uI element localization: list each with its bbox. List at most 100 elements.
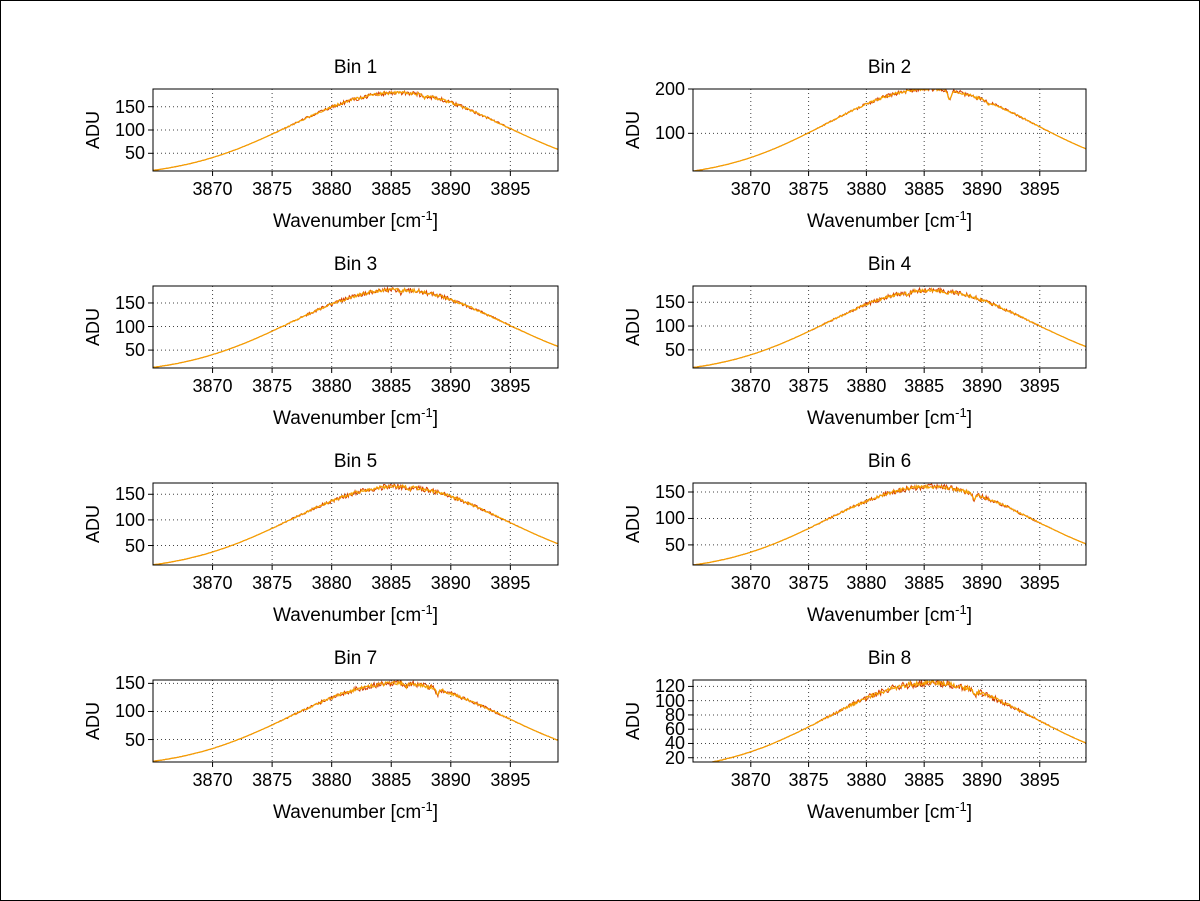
y-tick-label: 100	[114, 701, 145, 722]
axis-box	[692, 88, 1087, 172]
x-axis-label-close: ]	[966, 605, 972, 626]
x-tick-label: 3880	[311, 179, 352, 199]
y-tick-label: 200	[654, 79, 685, 99]
spectrum-curve	[153, 680, 558, 762]
axis-box	[692, 482, 1087, 566]
x-tick-label: 3875	[252, 376, 293, 396]
spectrum-curve-under	[709, 680, 1086, 762]
x-axis-label-exponent: -1	[955, 208, 967, 223]
subplot-title: Bin 8	[867, 648, 912, 669]
x-axis-label-close: ]	[966, 802, 972, 823]
y-tick-label: 50	[664, 534, 685, 555]
x-tick-label: 3875	[252, 573, 293, 593]
plot-area-bin-3	[148, 285, 559, 373]
x-tick-label: 3885	[371, 573, 412, 593]
x-tick-label: 3870	[192, 770, 233, 790]
axis-box	[152, 482, 559, 566]
x-axis-label-close: ]	[966, 408, 972, 429]
x-tick-label: 3870	[192, 179, 233, 199]
x-axis-label-exponent: -1	[421, 602, 433, 617]
plot-area-bin-1	[148, 88, 559, 176]
x-axis-label-exponent: -1	[421, 799, 433, 814]
x-axis-label-exponent: -1	[421, 405, 433, 420]
x-tick-label: 3885	[904, 770, 945, 790]
y-tick-label: 120	[654, 676, 685, 697]
y-tick-label: 50	[124, 729, 145, 750]
x-tick-label: 3895	[1019, 376, 1060, 396]
spectrum-curve	[153, 90, 558, 171]
x-axis-label-close: ]	[432, 605, 438, 626]
x-tick-label: 3890	[961, 376, 1002, 396]
x-tick-label: 3875	[252, 179, 293, 199]
x-axis-label-exponent: -1	[421, 208, 433, 223]
y-tick-label: 80	[664, 704, 685, 725]
x-tick-label: 3870	[730, 179, 771, 199]
y-tick-label: 150	[654, 481, 685, 502]
x-tick-label: 3875	[788, 179, 829, 199]
x-tick-label: 3890	[430, 770, 471, 790]
spectrum-curve	[693, 89, 1086, 171]
plot-area-bin-4	[688, 285, 1087, 373]
plot-area-bin-8	[688, 679, 1087, 767]
y-tick-label: 150	[114, 96, 145, 117]
x-tick-label: 3890	[961, 179, 1002, 199]
x-tick-label: 3885	[904, 573, 945, 593]
y-tick-label: 100	[654, 690, 685, 711]
axis-box	[152, 679, 559, 763]
x-tick-label: 3880	[311, 770, 352, 790]
spectrum-curve-under	[693, 483, 1086, 565]
x-axis-label: Wavenumber [cm-1]	[153, 208, 558, 237]
x-axis-label: Wavenumber [cm-1]	[693, 405, 1086, 434]
x-tick-label: 3870	[730, 376, 771, 396]
spectrum-curve-under	[153, 89, 558, 171]
y-tick-label: 50	[664, 339, 685, 360]
y-tick-label: 50	[124, 535, 145, 556]
y-tick-label: 150	[114, 292, 145, 313]
spectrum-curve	[693, 483, 1086, 565]
x-tick-label: 3875	[788, 770, 829, 790]
x-tick-label: 3880	[311, 573, 352, 593]
y-tick-label: 50	[124, 143, 145, 164]
spectrum-curve-under	[153, 680, 558, 762]
y-tick-label: 150	[114, 484, 145, 505]
x-tick-label: 3885	[371, 770, 412, 790]
x-tick-label: 3870	[192, 573, 233, 593]
axis-box	[692, 285, 1087, 369]
spectrum-curve	[708, 680, 1086, 762]
subplot-title: Bin 6	[867, 451, 912, 472]
x-tick-label: 3895	[490, 573, 531, 593]
x-tick-label: 3895	[1019, 179, 1060, 199]
x-tick-label: 3875	[788, 573, 829, 593]
x-tick-label: 3895	[1019, 770, 1060, 790]
x-tick-label: 3880	[311, 376, 352, 396]
spectrum-curve-under	[693, 286, 1086, 368]
spectrum-curve-under	[153, 483, 558, 565]
plot-area-bin-2	[688, 88, 1087, 176]
y-tick-label: 100	[114, 316, 145, 337]
spectrum-curve-under	[153, 286, 558, 368]
y-tick-label: 150	[654, 292, 685, 313]
x-axis-label: Wavenumber [cm-1]	[153, 799, 558, 828]
x-tick-label: 3890	[430, 573, 471, 593]
spectrum-curve	[153, 483, 558, 565]
x-tick-label: 3875	[252, 770, 293, 790]
x-tick-label: 3875	[788, 376, 829, 396]
x-axis-label-exponent: -1	[955, 602, 967, 617]
spectrum-curve-under	[693, 89, 1086, 171]
x-axis-label-text: Wavenumber [cm	[806, 605, 956, 626]
x-tick-label: 3870	[730, 770, 771, 790]
x-tick-label: 3885	[904, 376, 945, 396]
spectrum-curve	[693, 287, 1086, 368]
subplot-title: Bin 5	[333, 451, 378, 472]
subplot-title: Bin 7	[333, 648, 378, 669]
x-tick-label: 3870	[730, 573, 771, 593]
y-tick-label: 40	[664, 733, 685, 754]
x-tick-label: 3890	[961, 573, 1002, 593]
x-tick-label: 3885	[371, 376, 412, 396]
x-axis-label-text: Wavenumber [cm	[806, 408, 956, 429]
y-tick-label: 100	[114, 120, 145, 140]
x-tick-label: 3885	[371, 179, 412, 199]
x-axis-label-text: Wavenumber [cm	[806, 802, 956, 823]
axis-box	[692, 679, 1087, 763]
y-tick-label: 100	[654, 508, 685, 529]
